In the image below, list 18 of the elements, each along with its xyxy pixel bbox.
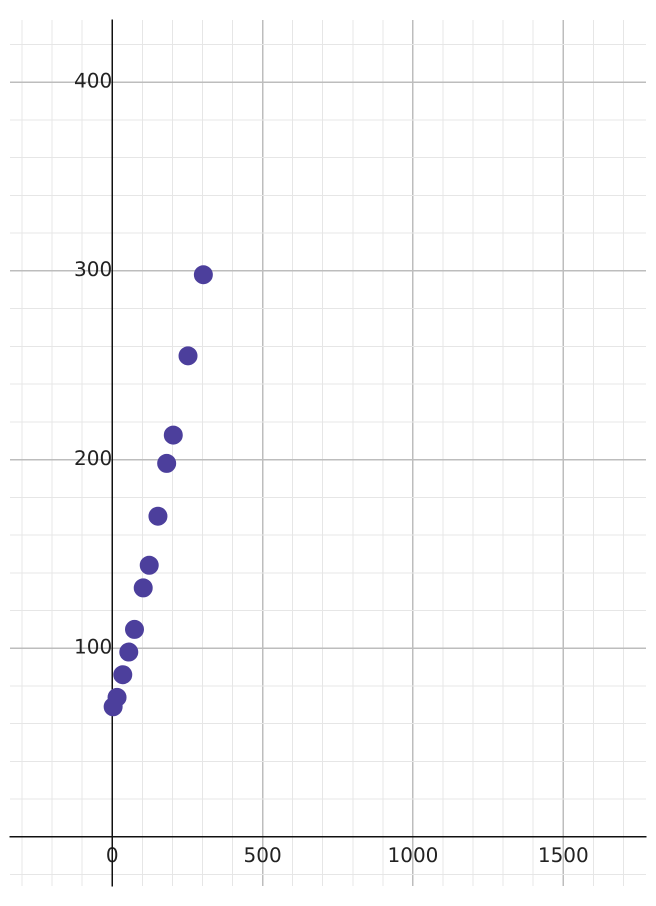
point [157, 454, 176, 473]
point [119, 642, 138, 662]
point [124, 620, 144, 639]
point [164, 426, 183, 445]
point [194, 265, 213, 284]
x-tick-label: 1000 [387, 843, 438, 868]
point [178, 346, 198, 366]
y-tick-label: 200 [74, 446, 112, 470]
point [113, 665, 132, 684]
point [140, 556, 159, 575]
x-tick-label: 1500 [538, 843, 589, 868]
point [108, 688, 127, 707]
y-tick-label: 300 [74, 257, 112, 282]
x-tick-label: 500 [244, 843, 282, 868]
y-tick-label: 100 [74, 634, 112, 658]
point [134, 578, 153, 598]
y-tick-label: 400 [74, 68, 112, 92]
point [148, 506, 168, 526]
